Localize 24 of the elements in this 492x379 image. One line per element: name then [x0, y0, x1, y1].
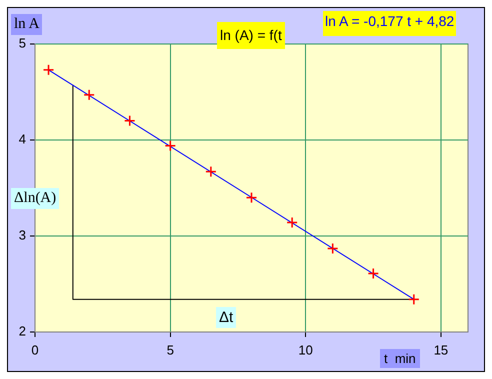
y-axis-title: ln A: [11, 14, 42, 35]
point: [246, 192, 258, 204]
y-tick-label: 5: [18, 36, 26, 51]
point: [286, 216, 298, 228]
x-axis-title: t min: [380, 349, 420, 368]
x-tick-label: 10: [298, 342, 313, 358]
point: [205, 166, 217, 178]
point: [326, 242, 338, 254]
point: [42, 64, 54, 76]
y-tick-label: 4: [18, 132, 26, 147]
x-tick-label: 5: [166, 342, 174, 358]
annotation: Δt: [216, 307, 236, 328]
text: ln A = -0,177 t + 4,82: [323, 11, 456, 36]
point: [368, 268, 380, 280]
chart-title: ln (A) = f(t: [217, 22, 285, 49]
y-tick-label: 3: [18, 228, 26, 243]
x-tick-label: 15: [434, 342, 448, 358]
point: [124, 115, 136, 127]
point: [164, 140, 176, 152]
y-tick-label: 2: [18, 324, 26, 339]
point: [83, 89, 95, 101]
annotation: Δln(A): [11, 188, 60, 209]
point: [408, 294, 420, 306]
x-tick-label: 0: [31, 342, 39, 358]
